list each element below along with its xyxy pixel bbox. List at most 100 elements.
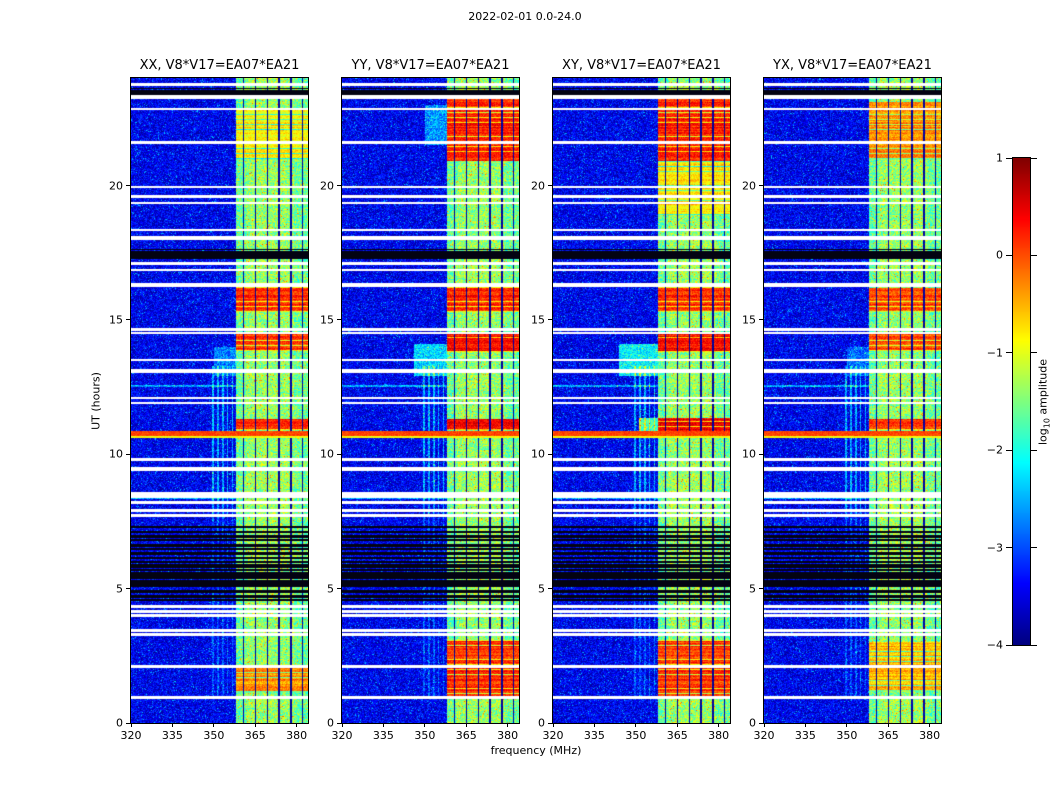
colorbar-tick-mark	[1031, 157, 1037, 159]
x-tick-mark	[296, 723, 298, 727]
x-tick-label: 335	[372, 729, 394, 742]
y-tick-mark	[337, 319, 341, 321]
y-tick-label: 20	[742, 179, 756, 192]
y-tick-label: 15	[320, 313, 334, 327]
x-tick-mark	[846, 723, 848, 727]
colorbar-label-pre: log	[1036, 427, 1050, 445]
x-tick-label: 380	[497, 729, 519, 742]
x-tick-label: 365	[666, 729, 688, 742]
y-tick-mark	[759, 185, 763, 186]
colorbar-tick-mark	[1006, 449, 1012, 451]
x-tick-mark	[382, 723, 384, 727]
y-tick-mark	[126, 185, 130, 186]
x-tick-mark	[929, 723, 931, 727]
colorbar-tick-mark	[1031, 644, 1037, 646]
y-tick-label: 5	[116, 582, 123, 596]
y-tick-mark	[548, 185, 552, 186]
y-tick-mark	[759, 453, 763, 455]
y-tick-mark	[337, 453, 341, 455]
x-tick-mark	[213, 723, 215, 727]
y-tick-label: 10	[109, 447, 123, 461]
panel-title: YX, V8*V17=EA07*EA21	[773, 58, 932, 73]
x-tick-mark	[887, 723, 889, 727]
colorbar-tick-mark	[1031, 547, 1037, 549]
x-tick-mark	[804, 723, 806, 727]
x-tick-mark	[465, 723, 467, 727]
y-tick-label: 20	[320, 179, 334, 192]
x-tick-label: 320	[542, 729, 564, 742]
x-tick-label: 365	[877, 729, 899, 742]
panel-title: XY, V8*V17=EA07*EA21	[562, 58, 721, 73]
figure-title: 2022-02-01 0.0-24.0	[468, 10, 582, 23]
y-tick-label: 0	[327, 716, 334, 730]
colorbar-tick-mark	[1031, 352, 1037, 354]
colorbar-tick-label: −3	[986, 541, 1003, 555]
y-tick-mark	[126, 453, 130, 455]
y-tick-label: 15	[531, 313, 545, 327]
y-tick-mark	[126, 319, 130, 321]
spectrogram-panel-xy	[552, 77, 731, 724]
spectrogram-panel-xx	[130, 77, 309, 724]
x-tick-label: 365	[455, 729, 477, 742]
y-tick-label: 5	[749, 582, 756, 596]
y-tick-label: 0	[749, 716, 756, 730]
colorbar	[1012, 157, 1031, 646]
y-tick-mark	[759, 319, 763, 321]
x-tick-mark	[552, 723, 554, 727]
y-tick-label: 15	[109, 313, 123, 327]
x-tick-mark	[130, 723, 132, 727]
y-tick-label: 5	[327, 582, 334, 596]
x-tick-label: 335	[583, 729, 605, 742]
colorbar-tick-mark	[1006, 254, 1012, 256]
x-tick-mark	[507, 723, 509, 727]
y-tick-mark	[337, 588, 341, 590]
x-tick-label: 320	[331, 729, 353, 742]
y-tick-label: 5	[538, 582, 545, 596]
panel-title: XX, V8*V17=EA07*EA21	[139, 58, 300, 73]
colorbar-tick-mark	[1006, 157, 1012, 159]
y-tick-mark	[759, 722, 763, 724]
y-tick-label: 10	[742, 447, 756, 461]
y-tick-label: 20	[109, 179, 123, 192]
x-tick-mark	[254, 723, 256, 727]
y-tick-mark	[548, 319, 552, 321]
y-tick-label: 20	[531, 179, 545, 192]
y-tick-label: 15	[742, 313, 756, 327]
colorbar-tick-mark	[1031, 254, 1037, 256]
x-tick-mark	[171, 723, 173, 727]
colorbar-tick-mark	[1031, 449, 1037, 451]
x-tick-mark	[635, 723, 637, 727]
colorbar-tick-label: 0	[996, 248, 1003, 262]
y-tick-mark	[548, 453, 552, 455]
x-tick-label: 350	[203, 729, 225, 742]
x-tick-label: 320	[753, 729, 775, 742]
y-tick-mark	[548, 722, 552, 724]
x-axis-label: frequency (MHz)	[490, 744, 582, 757]
spectrogram-panel-yx	[763, 77, 942, 724]
x-tick-label: 350	[625, 729, 647, 742]
y-axis-label: UT (hours)	[89, 371, 103, 430]
x-tick-mark	[763, 723, 765, 727]
x-tick-label: 350	[836, 729, 858, 742]
x-tick-mark	[676, 723, 678, 727]
colorbar-tick-label: −2	[986, 443, 1003, 457]
panel-title: YY, V8*V17=EA07*EA21	[351, 58, 510, 73]
x-tick-label: 380	[286, 729, 308, 742]
colorbar-tick-mark	[1006, 644, 1012, 646]
colorbar-tick-label: −4	[986, 638, 1003, 652]
x-tick-label: 335	[161, 729, 183, 742]
x-tick-label: 320	[120, 729, 142, 742]
colorbar-tick-label: −1	[986, 346, 1003, 360]
y-tick-mark	[126, 722, 130, 724]
x-tick-label: 380	[919, 729, 941, 742]
x-tick-label: 335	[794, 729, 816, 742]
x-tick-mark	[718, 723, 720, 727]
colorbar-label-sub: 10	[1042, 417, 1050, 428]
x-tick-label: 350	[414, 729, 436, 742]
y-tick-mark	[759, 588, 763, 590]
y-tick-label: 0	[538, 716, 545, 730]
colorbar-tick-mark	[1006, 547, 1012, 549]
y-tick-label: 0	[116, 716, 123, 730]
colorbar-tick-label: 1	[996, 151, 1003, 165]
